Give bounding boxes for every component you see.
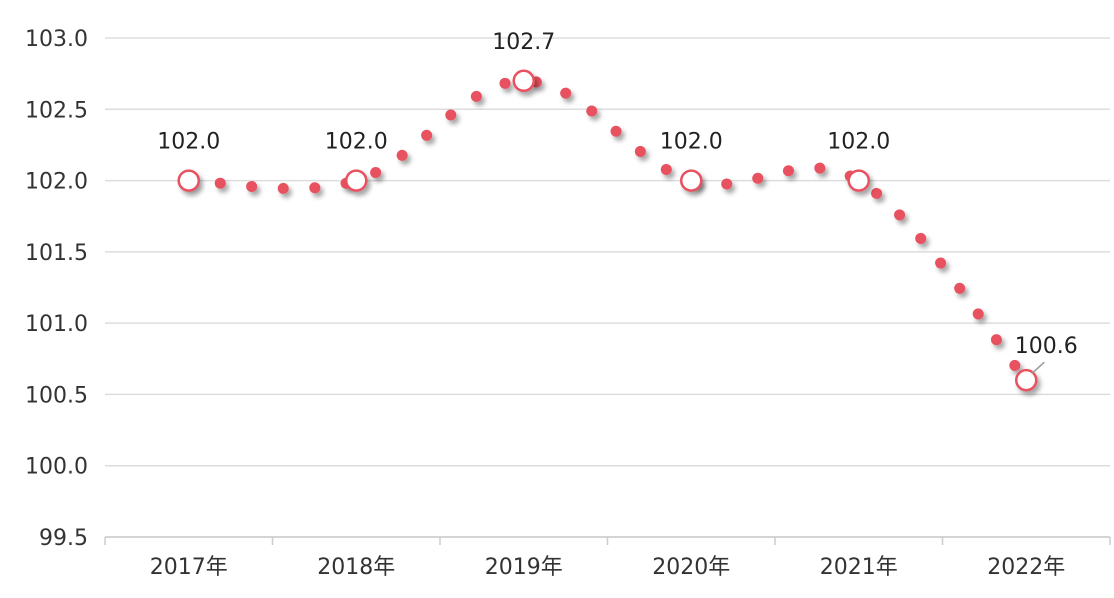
grid-lines (105, 37, 1110, 538)
data-point-marker (512, 69, 535, 93)
data-labels: 102.0 102.0 102.7 102.0 102.0 100.6 (157, 30, 1078, 374)
x-tick-label: 2021年 (820, 555, 898, 580)
y-tick-label: 100.0 (25, 455, 88, 480)
y-tick-label: 103.0 (25, 27, 88, 52)
y-tick-label: 101.5 (25, 241, 88, 266)
data-point-marker (1015, 368, 1038, 392)
y-tick-label: 100.5 (25, 383, 88, 408)
data-label: 102.0 (827, 130, 890, 155)
series-line-path (183, 75, 1032, 386)
label-leader-line (1031, 361, 1045, 374)
data-markers (177, 69, 1038, 392)
x-tick-label: 2020年 (652, 555, 730, 580)
data-point-marker (345, 169, 368, 192)
x-axis: 2017年 2018年 2019年 2020年 2021年 2022年 (104, 536, 1111, 580)
y-tick-label: 102.0 (25, 170, 88, 195)
data-point-marker (177, 169, 200, 192)
y-axis-ticks: 103.0 102.5 102.0 101.5 101.0 100.5 100.0 99.5 (25, 27, 88, 551)
data-label: 102.7 (492, 30, 555, 55)
data-label: 102.0 (660, 130, 723, 155)
data-label: 100.6 (1015, 334, 1078, 359)
data-point-marker (847, 169, 870, 192)
y-tick-label: 102.5 (25, 98, 88, 123)
data-label: 102.0 (157, 130, 220, 155)
data-label: 102.0 (325, 130, 388, 155)
x-tick-label: 2022年 (987, 555, 1065, 580)
y-tick-label: 101.0 (25, 312, 88, 337)
x-tick-label: 2017年 (150, 555, 228, 580)
x-tick-label: 2019年 (485, 555, 563, 580)
series-line (183, 75, 1032, 386)
x-tick-label: 2018年 (317, 555, 395, 580)
data-point-marker (680, 169, 703, 192)
y-tick-label: 99.5 (39, 526, 88, 551)
